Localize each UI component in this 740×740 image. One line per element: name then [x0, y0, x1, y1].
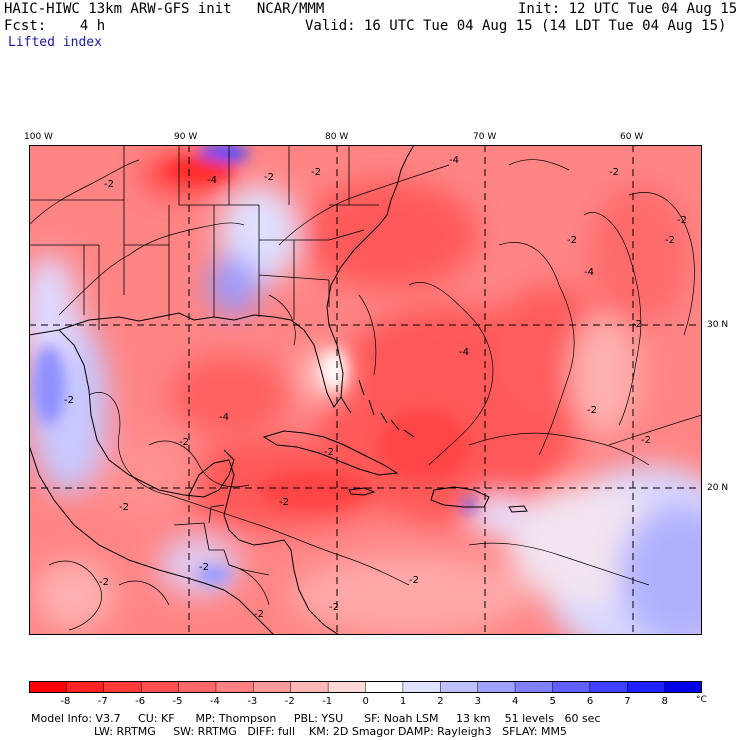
colorbar-tick-label: 6	[586, 696, 594, 707]
colorbar-cell	[290, 681, 329, 693]
contour-label: -2	[179, 437, 189, 448]
colorbar-tick-label: 8	[661, 696, 668, 707]
contour-label: -2	[587, 405, 597, 416]
colorbar-tick-label: 4	[512, 696, 519, 707]
colorbar-unit: °C	[696, 695, 707, 705]
contour-label: -2	[324, 447, 334, 458]
colorbar-cell	[29, 681, 68, 693]
lon-label-100w: 100 W	[24, 132, 53, 142]
colorbar-tick-label: -5	[172, 696, 183, 707]
field-shading	[29, 153, 702, 635]
colorbar-cell	[253, 681, 292, 693]
colorbar-cell	[327, 681, 367, 693]
model-info-line2: LW: RRTMG SW: RRTMG DIFF: full KM: 2D Sm…	[31, 725, 567, 738]
colorbar-cell	[402, 681, 442, 693]
colorbar-tick-label: -7	[97, 696, 108, 707]
valid-time: Valid: 16 UTC Tue 04 Aug 15 (14 LDT Tue …	[305, 18, 727, 34]
colorbar-tick-label: -1	[322, 696, 333, 707]
colorbar-tick-label: 1	[399, 696, 407, 707]
contour-label: -2	[254, 609, 264, 620]
contour-label: -2	[409, 575, 419, 586]
contour-label: -2	[329, 602, 339, 613]
colorbar-cell	[178, 681, 217, 693]
lon-label-80w: 80 W	[325, 132, 349, 142]
colorbar-tick-label: 2	[437, 696, 444, 707]
contour-label: -2	[567, 235, 577, 246]
contour-label: -4	[219, 412, 229, 423]
contour-label: -4	[459, 347, 469, 358]
contour-label: -2	[64, 395, 74, 406]
plot-title: HAIC-HIWC 13km ARW-GFS init NCAR/MMM	[4, 1, 325, 17]
colorbar-cell	[477, 681, 516, 693]
contour-label: -2	[119, 502, 129, 513]
colorbar-cell	[626, 681, 666, 693]
contour-label: -2	[609, 167, 619, 178]
colorbar-tick-label: 5	[549, 696, 556, 707]
contour-label: -4	[449, 155, 459, 166]
contour-label: -2	[104, 179, 114, 190]
colorbar	[29, 681, 702, 693]
contour-label-group: -2 -4 -2 -2 -4 -2 -2 -4 -2 -2 -2 -4 -2 -…	[64, 155, 687, 620]
lifted-index-map: -2 -4 -2 -2 -4 -2 -2 -4 -2 -2 -2 -4 -2 -…	[29, 145, 702, 635]
colorbar-cell	[589, 681, 628, 693]
field-detail	[33, 145, 474, 585]
colorbar-tick-label: -3	[247, 696, 258, 707]
lat-label-30n: 30 N	[707, 320, 729, 330]
colorbar-tick-label: 3	[474, 696, 482, 707]
contour-label: -2	[677, 215, 687, 226]
colorbar-tick-label: -6	[135, 696, 146, 707]
contour-label: -2	[199, 562, 209, 573]
colorbar-tick-label: 0	[362, 696, 369, 707]
contour-label: -2	[99, 577, 109, 588]
lon-label-90w: 90 W	[174, 132, 198, 142]
contour-label: -2	[264, 172, 274, 183]
colorbar-cell	[514, 681, 554, 693]
contour-label: -4	[584, 267, 594, 278]
lon-label-60w: 60 W	[620, 132, 644, 142]
colorbar-cell	[140, 681, 180, 693]
colorbar-tick-label: 7	[624, 696, 631, 707]
map-frame	[29, 145, 702, 635]
contour-label: -2	[311, 167, 321, 178]
field-name: Lifted index	[8, 35, 102, 50]
contour-label: -2	[641, 435, 651, 446]
contours	[29, 159, 702, 631]
contour-label: -2	[279, 497, 289, 508]
contour-label: -4	[207, 175, 217, 186]
model-info-line1: Model Info: V3.7 CU: KF MP: Thompson PBL…	[31, 712, 601, 725]
colorbar-tick-label: -8	[60, 696, 71, 707]
colorbar-cell	[215, 681, 255, 693]
contour-label: -2	[632, 319, 642, 330]
colorbar-frame	[29, 681, 702, 693]
lon-label-70w: 70 W	[473, 132, 497, 142]
colorbar-cell	[103, 681, 142, 693]
state-borders	[29, 145, 379, 330]
contour-label: -2	[665, 235, 675, 246]
colorbar-tick-label: -2	[284, 696, 295, 707]
lat-lon-grid	[29, 145, 702, 635]
colorbar-cell	[66, 681, 105, 693]
colorbar-cell	[552, 681, 591, 693]
init-time: Init: 12 UTC Tue 04 Aug 15	[518, 1, 738, 17]
colorbar-cell	[440, 681, 479, 693]
colorbar-cell	[664, 681, 702, 693]
country-borders	[173, 504, 270, 576]
lat-label-20n: 20 N	[707, 483, 729, 493]
forecast-hour: Fcst: 4 h	[4, 18, 106, 34]
colorbar-tick-label: -4	[209, 696, 220, 707]
colorbar-cell	[365, 681, 404, 693]
